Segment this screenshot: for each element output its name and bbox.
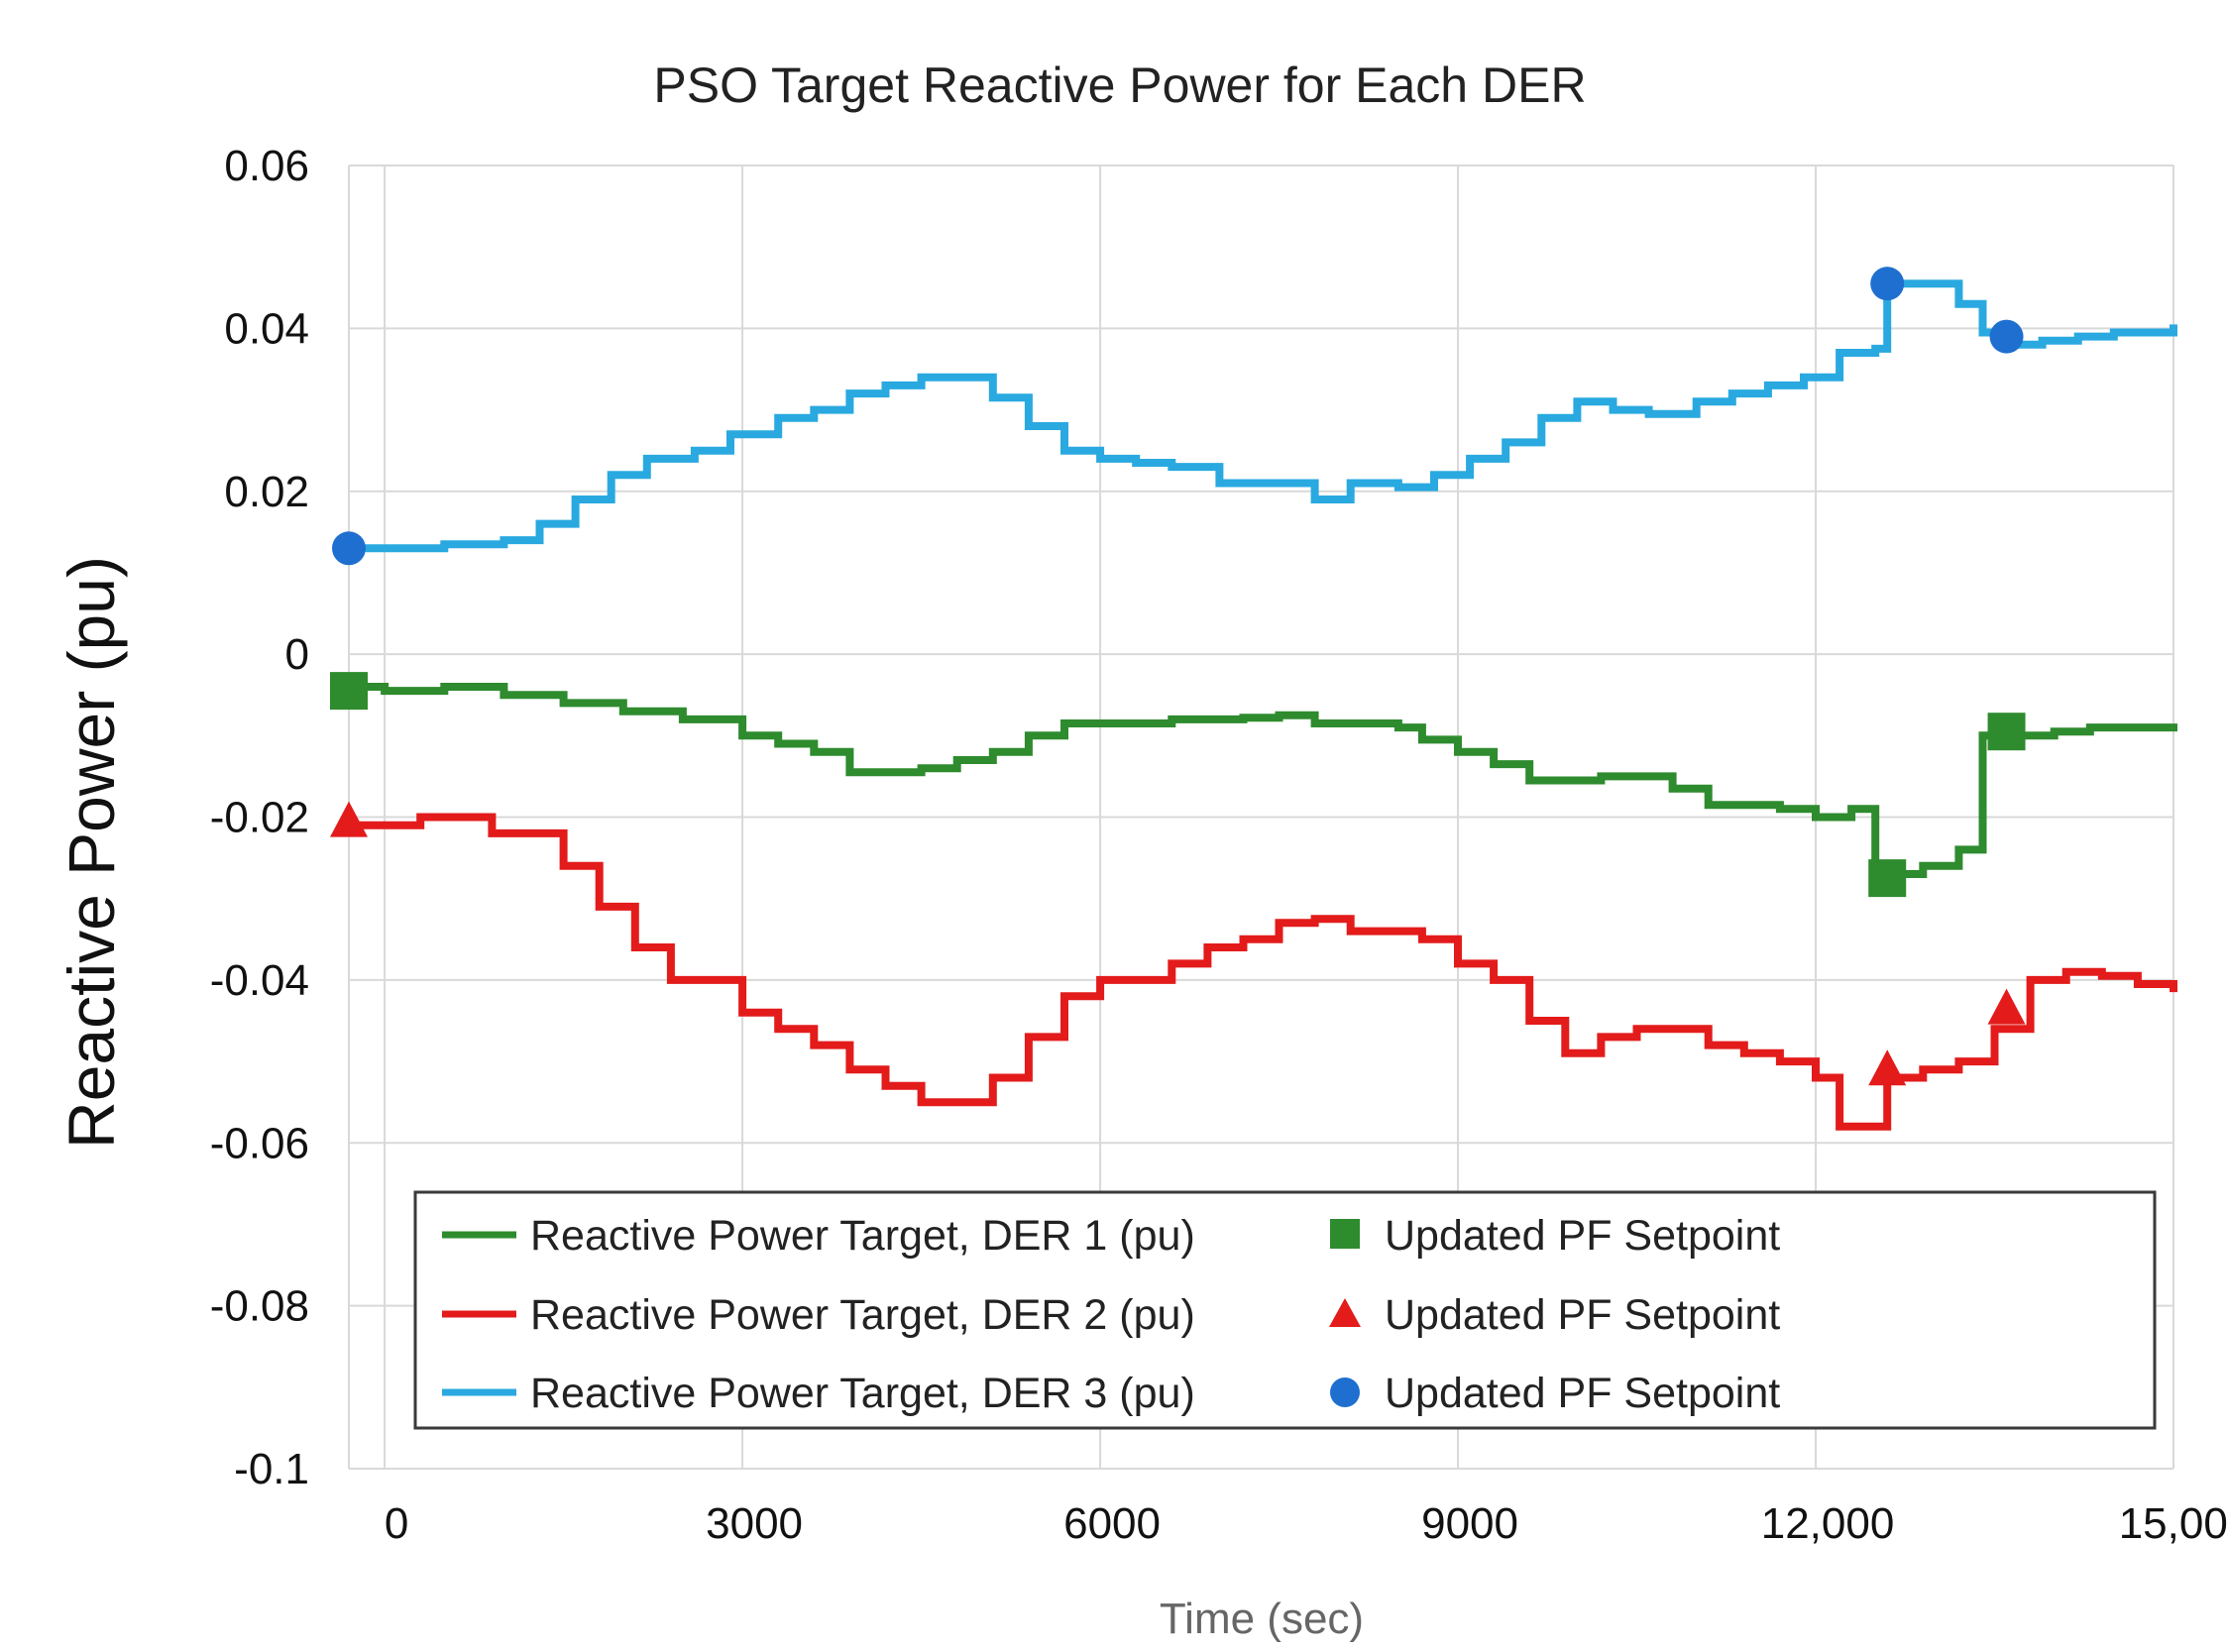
legend-marker-triangle [1329, 1298, 1361, 1327]
y-axis-ticks: 0.06 0.04 0.02 0 -0.02 -0.04 -0.06 -0.08 -0.1 [210, 142, 309, 1493]
x-tick-label: 0 [385, 1499, 408, 1548]
chart-title: PSO Target Reactive Power for Each DER [653, 57, 1586, 113]
y-tick-label: 0.04 [224, 304, 309, 353]
legend: Reactive Power Target, DER 1 (pu) Reacti… [413, 1190, 2157, 1430]
x-tick-label: 12,000 [1761, 1499, 1895, 1548]
legend-label-setpoint-der1: Updated PF Setpoint [1385, 1212, 1780, 1260]
y-tick-label: -0.04 [210, 956, 309, 1005]
x-tick-label: 15,000 [2119, 1499, 2227, 1548]
x-tick-label: 6000 [1063, 1499, 1161, 1548]
y-tick-label: -0.02 [210, 794, 309, 842]
x-axis-label: Time (sec) [1160, 1595, 1364, 1643]
legend-box [413, 1190, 2157, 1430]
marker-triangle-der2 [1868, 1049, 1907, 1086]
y-tick-label: -0.1 [234, 1445, 309, 1493]
y-tick-label: 0.02 [224, 468, 309, 516]
legend-label-der2: Reactive Power Target, DER 2 (pu) [530, 1291, 1195, 1339]
setpoint-markers [330, 267, 2026, 1086]
marker-square-der1 [330, 672, 368, 711]
x-tick-label: 3000 [706, 1499, 803, 1548]
marker-circle-der3 [1870, 267, 1905, 301]
marker-circle-der3 [332, 531, 366, 566]
y-tick-label: 0 [285, 630, 309, 679]
marker-triangle-der2 [330, 801, 368, 837]
x-tick-label: 9000 [1421, 1499, 1518, 1548]
legend-label-der3: Reactive Power Target, DER 3 (pu) [530, 1370, 1195, 1417]
marker-square-der1 [1868, 859, 1907, 898]
marker-circle-der3 [1989, 319, 2024, 354]
legend-marker-square [1330, 1219, 1360, 1249]
x-axis-ticks: 0 3000 6000 9000 12,000 15,000 [385, 1499, 2227, 1548]
legend-label-setpoint-der2: Updated PF Setpoint [1385, 1291, 1780, 1339]
y-tick-label: -0.08 [210, 1282, 309, 1331]
y-tick-label: 0.06 [224, 142, 309, 190]
marker-triangle-der2 [1987, 988, 2026, 1025]
y-tick-label: -0.06 [210, 1119, 309, 1167]
legend-marker-circle [1330, 1377, 1360, 1407]
legend-label-setpoint-der3: Updated PF Setpoint [1385, 1370, 1780, 1417]
y-axis-label: Reactive Power (pu) [55, 556, 128, 1149]
legend-label-der1: Reactive Power Target, DER 1 (pu) [530, 1212, 1195, 1260]
marker-square-der1 [1987, 713, 2026, 751]
